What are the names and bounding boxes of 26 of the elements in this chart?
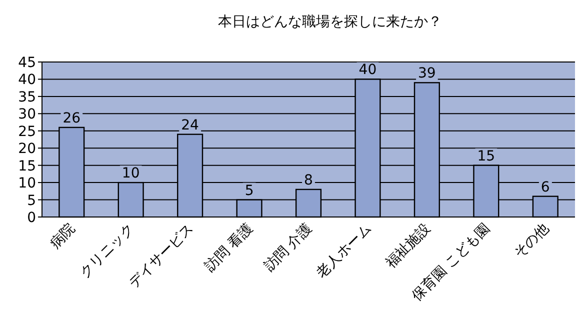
data-label: 40 [358, 62, 377, 78]
x-tick-label: 老人ホーム [314, 220, 375, 282]
data-label: 6 [540, 179, 550, 196]
x-tick-label: 病院 [47, 220, 78, 252]
chart-title: 本日はどんな職場を探しに来たか？ [218, 14, 442, 30]
x-tick-label: 福祉施設 [382, 220, 434, 272]
y-tick-label: 20 [18, 141, 36, 158]
y-tick-label: 5 [27, 192, 36, 209]
data-label: 26 [62, 110, 81, 126]
x-tick-label: その他 [511, 220, 552, 262]
data-label: 10 [122, 166, 140, 182]
data-label: 39 [418, 66, 436, 82]
x-tick-label: 訪問 介護 [261, 220, 316, 275]
data-label: 24 [181, 117, 200, 134]
y-tick-label: 15 [18, 158, 36, 174]
data-label: 5 [244, 182, 254, 199]
y-tick-label: 40 [18, 72, 36, 88]
y-tick-label: 25 [18, 124, 36, 140]
y-tick-label: 0 [27, 210, 36, 226]
data-label: 8 [304, 172, 313, 188]
y-tick-label: 45 [18, 55, 36, 71]
data-label: 15 [477, 148, 496, 164]
y-tick-label: 35 [18, 89, 36, 106]
y-tick-label: 10 [18, 176, 36, 192]
y-tick-label: 30 [18, 106, 36, 123]
x-tick-label: 訪問 看護 [202, 220, 256, 275]
